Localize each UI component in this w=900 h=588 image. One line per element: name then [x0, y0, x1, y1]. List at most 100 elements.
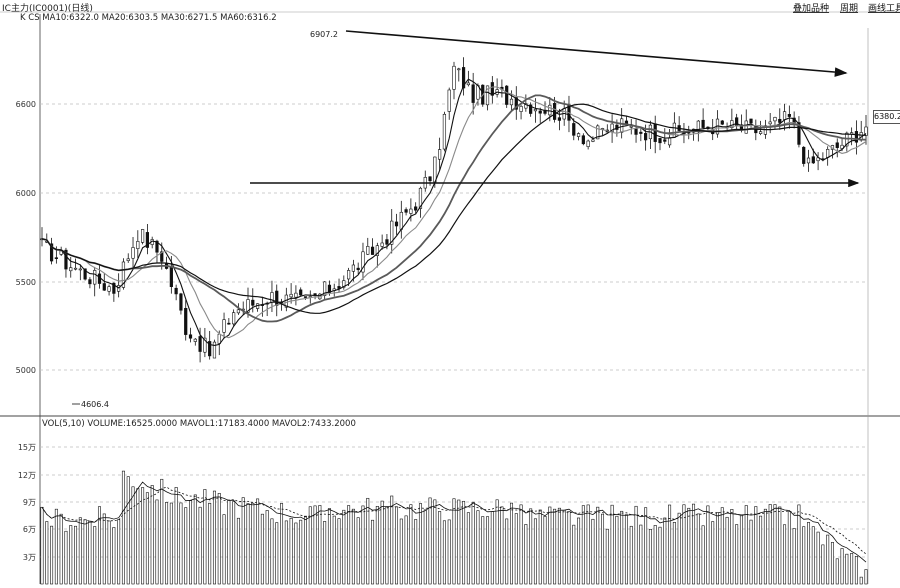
volume-bar	[807, 522, 811, 585]
volume-bar	[366, 497, 370, 585]
volume-bar	[730, 509, 734, 585]
volume-bar	[327, 508, 331, 585]
volume-bar	[845, 553, 849, 585]
volume-bar	[447, 519, 451, 585]
candle-body	[749, 118, 753, 124]
volume-bar	[438, 511, 442, 585]
candle-body	[644, 133, 648, 141]
volume-bar	[486, 516, 490, 585]
ma5-line	[41, 78, 867, 346]
volume-bar	[840, 548, 844, 585]
volume-bar	[342, 509, 346, 585]
volume-bar	[466, 512, 470, 585]
volume-bar	[227, 499, 231, 585]
candle-body	[797, 122, 801, 145]
candle-body	[806, 157, 811, 164]
volume-bar	[500, 506, 504, 585]
volume-bar	[816, 531, 820, 585]
candle-body	[720, 120, 724, 125]
candle-body	[179, 293, 183, 311]
volume-bar	[433, 499, 437, 585]
volume-bar	[605, 528, 609, 585]
volume-bar	[169, 502, 173, 585]
volume-bar	[323, 521, 327, 585]
volume-bar	[663, 517, 667, 585]
candle-body	[227, 322, 231, 325]
volume-bar	[208, 503, 212, 585]
candle-body	[835, 142, 839, 148]
candle-body	[78, 268, 82, 271]
candle-body	[538, 110, 542, 114]
volume-bar	[644, 507, 648, 585]
volume-bar	[299, 519, 303, 585]
volume-bar	[735, 524, 739, 585]
candle-body	[121, 261, 126, 288]
candle-body	[485, 85, 490, 106]
volume-bar	[102, 513, 106, 585]
candle-body	[323, 281, 327, 296]
candle-body	[303, 296, 308, 298]
candle-body	[471, 84, 475, 103]
volume-bar	[423, 509, 427, 585]
volume-bar	[658, 526, 662, 585]
candle-body	[299, 289, 303, 296]
candle-body	[145, 232, 149, 248]
volume-bar	[524, 524, 528, 585]
last-price-label: 6380.2	[873, 110, 900, 124]
candle-body	[826, 149, 830, 158]
candle-body	[184, 307, 188, 335]
candle-body	[409, 208, 413, 214]
volume-bar	[687, 507, 691, 585]
volume-bar	[246, 503, 250, 585]
candle-body	[370, 246, 375, 255]
candle-body	[864, 126, 868, 136]
candle-body	[93, 270, 97, 285]
volume-bar	[696, 513, 700, 585]
candle-body	[610, 123, 614, 132]
candle-body	[49, 243, 54, 262]
overlay-symbol-button[interactable]: 叠加品种	[793, 4, 830, 14]
volume-bar	[653, 525, 657, 585]
volume-bar	[241, 497, 245, 585]
volume-bar	[313, 505, 317, 585]
volume-bar	[270, 518, 274, 585]
candle-body	[787, 114, 791, 117]
candle-body	[433, 156, 437, 183]
candle-body	[64, 249, 68, 270]
volume-bar	[538, 509, 542, 585]
mavol5-line	[41, 481, 867, 563]
volume-bar	[797, 504, 801, 585]
candle-body	[208, 341, 212, 357]
volume-bar	[332, 515, 336, 585]
period-button[interactable]: 周期	[840, 4, 859, 14]
candle-body	[529, 104, 533, 114]
volume-bar	[371, 519, 375, 585]
volume-bar	[93, 526, 97, 585]
candle-body	[845, 132, 849, 147]
volume-bar	[553, 508, 557, 585]
volume-bar	[778, 506, 782, 585]
volume-bar	[289, 517, 293, 585]
volume-bar	[50, 525, 54, 585]
volume-bar	[720, 507, 724, 585]
drawing-tools-button[interactable]: 画线工具	[868, 4, 900, 14]
volume-bar	[811, 526, 815, 585]
volume-bar	[490, 511, 494, 585]
candle-body	[198, 336, 202, 352]
volume-bar	[179, 502, 183, 585]
volume-bar	[715, 512, 719, 585]
volume-bar	[280, 503, 284, 585]
volume-bar	[141, 487, 145, 585]
price-tick-label: 5500	[16, 278, 36, 287]
candle-body	[658, 138, 662, 144]
volume-bar	[318, 505, 322, 585]
volume-bar	[514, 513, 518, 585]
candle-body	[347, 270, 351, 280]
volume-bar	[711, 521, 715, 585]
candle-body	[586, 140, 590, 147]
volume-bar	[121, 470, 125, 585]
volume-bar	[337, 518, 341, 585]
candle-body	[581, 135, 585, 145]
candle-body	[591, 139, 595, 142]
